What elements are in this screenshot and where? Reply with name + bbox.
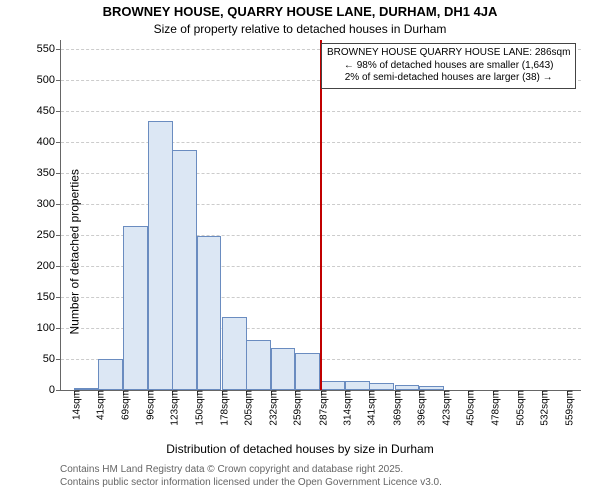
histogram-bar [419,386,444,390]
y-tick-label: 500 [37,74,61,86]
annotation-line: 2% of semi-detached houses are larger (3… [327,72,570,85]
x-tick-label: 341sqm [361,390,378,426]
histogram-bar [395,385,420,390]
x-tick-label: 96sqm [139,390,156,420]
histogram-bar [74,388,99,390]
histogram-bar [172,150,197,390]
x-tick-label: 369sqm [386,390,403,426]
histogram-bar [148,121,173,390]
y-tick-label: 50 [43,353,61,365]
histogram-chart: BROWNEY HOUSE, QUARRY HOUSE LANE, DURHAM… [0,0,600,500]
y-tick-label: 350 [37,167,61,179]
x-tick-label: 14sqm [65,390,82,420]
footer-line-1: Contains HM Land Registry data © Crown c… [60,464,403,475]
x-axis-label: Distribution of detached houses by size … [0,442,600,456]
annotation-line: BROWNEY HOUSE QUARRY HOUSE LANE: 286sqm [327,47,570,60]
histogram-bar [271,348,296,390]
x-tick-label: 287sqm [312,390,329,426]
histogram-bar [123,226,148,390]
x-tick-label: 450sqm [459,390,476,426]
x-tick-label: 559sqm [558,390,575,426]
histogram-bar [321,381,346,390]
x-tick-label: 123sqm [164,390,181,426]
x-tick-label: 150sqm [188,390,205,426]
reference-marker-line [320,40,322,390]
y-tick-label: 200 [37,260,61,272]
y-tick-label: 100 [37,322,61,334]
y-tick-label: 300 [37,198,61,210]
y-tick-label: 0 [49,384,61,396]
y-axis-label: Number of detached properties [68,169,82,334]
chart-title-sub: Size of property relative to detached ho… [0,22,600,36]
y-tick-label: 150 [37,291,61,303]
y-tick-label: 400 [37,136,61,148]
histogram-bar [295,353,320,390]
histogram-bar [369,383,394,390]
x-tick-label: 478sqm [485,390,502,426]
histogram-bar [197,236,222,390]
x-tick-label: 69sqm [115,390,132,420]
y-tick-label: 450 [37,105,61,117]
x-tick-label: 396sqm [411,390,428,426]
y-tick-label: 550 [37,43,61,55]
x-tick-label: 532sqm [534,390,551,426]
annotation-line: ← 98% of detached houses are smaller (1,… [327,60,570,73]
histogram-bar [246,340,271,390]
x-tick-label: 178sqm [213,390,230,426]
plot-area: 05010015020025030035040045050055014sqm41… [60,40,581,391]
x-tick-label: 41sqm [90,390,107,420]
x-tick-label: 232sqm [262,390,279,426]
footer-line-2: Contains public sector information licen… [60,477,442,488]
annotation-callout: BROWNEY HOUSE QUARRY HOUSE LANE: 286sqm←… [321,43,576,89]
x-tick-label: 505sqm [509,390,526,426]
histogram-bar [98,359,123,390]
y-tick-label: 250 [37,229,61,241]
x-tick-label: 423sqm [435,390,452,426]
histogram-bar [222,317,247,390]
x-tick-label: 205sqm [238,390,255,426]
x-tick-label: 314sqm [336,390,353,426]
x-tick-label: 259sqm [287,390,304,426]
histogram-bar [345,381,370,390]
chart-title-main: BROWNEY HOUSE, QUARRY HOUSE LANE, DURHAM… [0,4,600,19]
